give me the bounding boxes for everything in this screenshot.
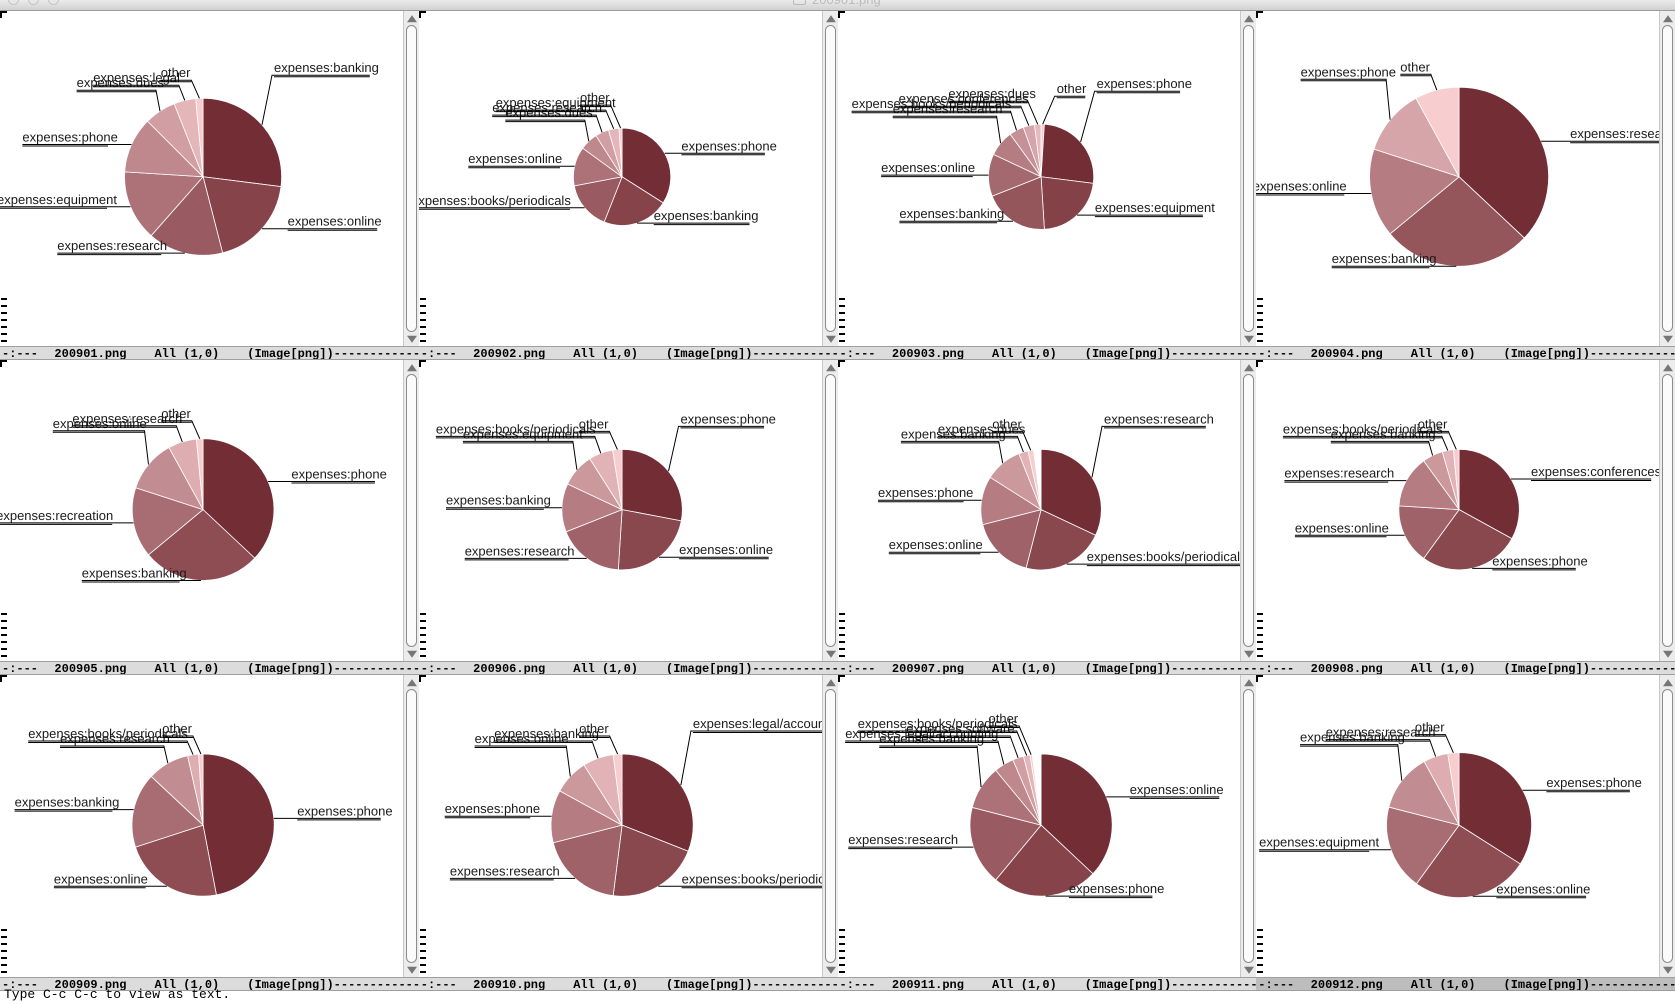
svg-text:other: other	[161, 65, 191, 80]
svg-text:other: other	[1415, 720, 1445, 735]
svg-text:expenses:banking: expenses:banking	[899, 206, 1004, 221]
svg-text:expenses:banking: expenses:banking	[653, 208, 758, 223]
svg-text:expenses:banking: expenses:banking	[82, 566, 187, 581]
svg-text:expenses:research: expenses:research	[450, 863, 560, 878]
svg-text:expenses:online: expenses:online	[679, 542, 773, 557]
svg-text:other: other	[992, 416, 1022, 431]
svg-text:expenses:phone: expenses:phone	[680, 411, 775, 426]
svg-text:expenses:phone: expenses:phone	[1068, 881, 1163, 896]
svg-text:expenses:research: expenses:research	[1570, 126, 1659, 141]
svg-text:expenses:conferences: expenses:conferences	[1531, 464, 1659, 479]
svg-text:other: other	[1056, 81, 1086, 96]
svg-text:other: other	[162, 721, 192, 736]
svg-text:expenses:books/periodicals: expenses:books/periodicals	[681, 871, 821, 886]
svg-text:other: other	[161, 406, 191, 421]
svg-text:expenses:online: expenses:online	[881, 160, 975, 175]
svg-text:expenses:phone: expenses:phone	[291, 467, 386, 482]
svg-text:expenses:online: expenses:online	[54, 871, 148, 886]
svg-text:expenses:books/periodicals: expenses:books/periodicals	[436, 421, 596, 436]
svg-text:other: other	[988, 711, 1018, 726]
svg-text:expenses:online: expenses:online	[1129, 782, 1223, 797]
svg-text:expenses:research: expenses:research	[1285, 466, 1395, 481]
svg-text:expenses:online: expenses:online	[1256, 179, 1347, 194]
svg-text:expenses:online: expenses:online	[1497, 881, 1591, 896]
svg-text:expenses:online: expenses:online	[468, 151, 562, 166]
svg-text:expenses:phone: expenses:phone	[1493, 553, 1588, 568]
svg-text:expenses:equipment: expenses:equipment	[0, 192, 117, 207]
svg-text:expenses:online: expenses:online	[288, 214, 382, 229]
svg-text:expenses:research: expenses:research	[848, 832, 958, 847]
svg-text:expenses:phone: expenses:phone	[22, 130, 117, 145]
svg-text:expenses:phone: expenses:phone	[1096, 76, 1191, 91]
svg-text:expenses:phone: expenses:phone	[1547, 775, 1642, 790]
svg-text:expenses:phone: expenses:phone	[444, 801, 539, 816]
svg-text:expenses:banking: expenses:banking	[446, 493, 551, 508]
svg-text:other: other	[1418, 416, 1448, 431]
svg-text:expenses:banking: expenses:banking	[274, 60, 379, 75]
svg-text:other: other	[579, 721, 609, 736]
svg-text:expenses:banking: expenses:banking	[15, 795, 120, 810]
svg-text:expenses:research: expenses:research	[1104, 411, 1214, 426]
svg-text:expenses:recreation: expenses:recreation	[0, 508, 113, 523]
svg-text:expenses:phone: expenses:phone	[297, 803, 392, 818]
svg-text:expenses:research: expenses:research	[57, 238, 167, 253]
svg-text:expenses:books/periodicals: expenses:books/periodicals	[1086, 549, 1240, 564]
svg-text:expenses:legal/accounting: expenses:legal/accounting	[693, 716, 822, 731]
svg-text:expenses:equipment: expenses:equipment	[1259, 835, 1379, 850]
svg-text:expenses:equipment: expenses:equipment	[1094, 200, 1214, 215]
svg-text:expenses:phone: expenses:phone	[681, 138, 776, 153]
svg-text:expenses:online: expenses:online	[1295, 520, 1389, 535]
svg-text:expenses:books/periodicals: expenses:books/periodicals	[419, 193, 571, 208]
svg-text:other: other	[1401, 59, 1431, 74]
svg-text:expenses:dues: expenses:dues	[948, 86, 1036, 101]
svg-text:expenses:online: expenses:online	[888, 537, 982, 552]
svg-text:expenses:banking: expenses:banking	[1332, 251, 1437, 266]
svg-text:expenses:phone: expenses:phone	[1301, 64, 1396, 79]
svg-text:other: other	[580, 90, 610, 105]
svg-text:expenses:research: expenses:research	[464, 543, 574, 558]
svg-text:expenses:phone: expenses:phone	[878, 485, 973, 500]
svg-text:other: other	[579, 416, 609, 431]
